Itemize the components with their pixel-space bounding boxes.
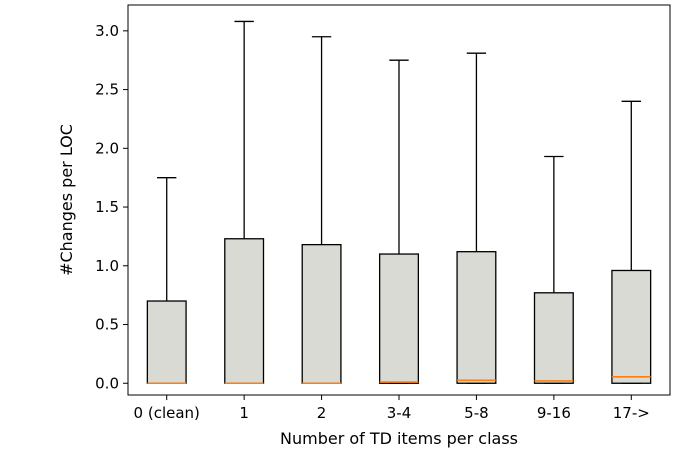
x-tick-label: 5-8: [464, 404, 489, 422]
tick-layer: 0.0 0.5 1.0 1.5 2.0 2.5 3.0 0 (clean) 1 2 3-4 5-8 9-…: [95, 22, 650, 422]
box-group-3: [301, 36, 342, 385]
x-tick-label: 17->: [613, 404, 650, 422]
y-tick-label: 1.0: [95, 257, 119, 275]
y-tick-label: 3.0: [95, 22, 119, 40]
box: [224, 238, 265, 384]
x-tick-label: 1: [239, 404, 249, 422]
x-tick-label: 9-16: [537, 404, 571, 422]
box: [146, 300, 187, 384]
plot-area: [146, 20, 652, 385]
box-group-2: [224, 20, 265, 385]
box: [456, 251, 497, 384]
box: [533, 292, 574, 384]
y-tick-label: 1.5: [95, 198, 119, 216]
y-axis-label: #Changes per LOC: [57, 124, 76, 276]
box-group-4: [378, 59, 420, 384]
box: [611, 269, 652, 384]
box-group-6: [533, 155, 574, 384]
box: [301, 243, 342, 384]
x-axis-label: Number of TD items per class: [280, 429, 518, 448]
y-tick-label: 2.5: [95, 81, 119, 99]
y-tick-label: 2.0: [95, 139, 119, 157]
x-tick-label: 2: [317, 404, 327, 422]
box-group-1: [146, 177, 187, 385]
box-group-5: [456, 52, 497, 384]
box-group-7: [611, 100, 652, 384]
x-tick-label: 0 (clean): [134, 404, 200, 422]
x-tick-label: 3-4: [387, 404, 412, 422]
y-tick-label: 0.0: [95, 374, 119, 392]
box: [378, 253, 420, 384]
y-tick-label: 0.5: [95, 316, 119, 334]
